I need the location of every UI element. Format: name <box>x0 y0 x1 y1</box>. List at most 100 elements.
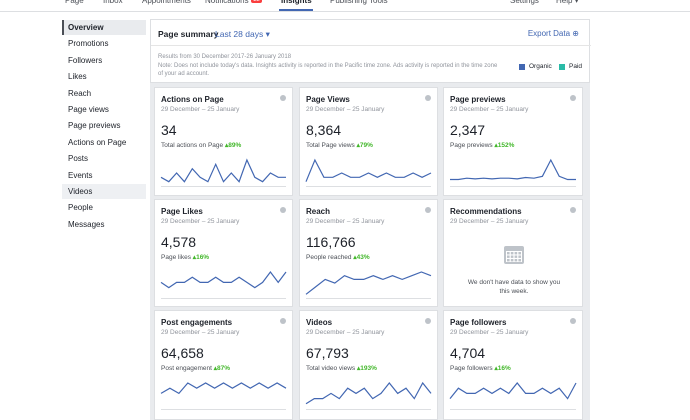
card-title[interactable]: Page previews <box>450 95 506 104</box>
sidebar-item[interactable]: People <box>68 203 93 213</box>
change-arrow: ▴ <box>191 254 197 261</box>
main-panel: Page summary Last 28 days ▾ Export Data … <box>150 19 591 420</box>
card-caption: Total Page views ▴79% <box>306 141 373 149</box>
info-icon[interactable] <box>570 318 576 324</box>
caption-text: Page followers <box>450 365 493 372</box>
sidebar-item[interactable]: Page previews <box>68 121 121 131</box>
card-title[interactable]: Recommendations <box>450 207 522 216</box>
card-title[interactable]: Page Views <box>306 95 350 104</box>
card-dates: 29 December – 25 January <box>161 218 240 225</box>
card-caption: People reached ▴43% <box>306 253 370 261</box>
nav-item[interactable]: Notifications <box>205 0 249 5</box>
sparkline-chart <box>305 158 432 187</box>
info-icon[interactable] <box>570 207 576 213</box>
card-title[interactable]: Actions on Page <box>161 95 224 104</box>
card-title[interactable]: Videos <box>306 318 333 327</box>
card-value: 34 <box>161 122 177 138</box>
range-selector[interactable]: Last 28 days ▾ <box>215 29 270 39</box>
legend-swatch <box>559 64 565 70</box>
nav-item[interactable]: Insights <box>281 0 312 5</box>
caption-text: Total video views <box>306 365 356 372</box>
nav-item[interactable]: Appointments <box>142 0 191 5</box>
calendar-cell <box>514 255 518 258</box>
card-title[interactable]: Page Likes <box>161 207 203 216</box>
card-value: 64,658 <box>161 345 204 361</box>
change-arrow: ▴ <box>492 365 498 372</box>
legend-label: Paid <box>569 63 583 70</box>
change-arrow: ▴ <box>354 142 360 149</box>
calendar-cell <box>510 255 514 258</box>
legend-swatch <box>519 64 525 70</box>
sparkline <box>305 158 432 182</box>
sidebar-item[interactable]: Messages <box>68 219 105 229</box>
calendar-cell <box>518 259 521 262</box>
sparkline-chart <box>160 382 287 410</box>
change-arrow: ▴ <box>223 142 229 149</box>
card-dates: 29 December – 25 January <box>450 106 529 113</box>
sparkline <box>160 158 286 183</box>
card-title[interactable]: Post engagements <box>161 318 233 327</box>
sidebar-item[interactable]: Overview <box>68 23 104 32</box>
range-label[interactable]: Last 28 days <box>215 29 264 39</box>
sparkline <box>160 270 287 289</box>
export-label[interactable]: Export Data <box>527 29 571 38</box>
card-dates: 29 December – 25 January <box>161 329 240 336</box>
info-icon[interactable] <box>570 95 576 101</box>
sidebar-item[interactable]: Promotions <box>68 39 109 49</box>
card-value: 67,793 <box>306 345 349 361</box>
info-icon[interactable] <box>425 207 431 213</box>
nav-item[interactable]: Publishing Tools <box>330 0 388 5</box>
sidebar-item[interactable]: Followers <box>68 55 103 65</box>
info-icon[interactable] <box>280 207 286 213</box>
nav-item[interactable]: Inbox <box>103 0 123 5</box>
caption-text: Page previews <box>450 142 493 149</box>
info-icon[interactable] <box>280 318 286 324</box>
change-value: 87% <box>217 365 231 372</box>
sparkline <box>305 381 432 405</box>
insight-card: Reach 29 December – 25 January 116,766 Peop… <box>299 199 438 307</box>
caption-text: Page likes <box>161 254 191 261</box>
card-dates: 29 December – 25 January <box>161 106 240 113</box>
insight-card: Page Likes 29 December – 25 January 4,578 P… <box>154 199 293 307</box>
notification-badge[interactable]: 12 <box>251 0 262 3</box>
active-tab-underline <box>279 9 313 11</box>
calendar-icon <box>504 246 524 264</box>
sparkline <box>450 158 576 181</box>
change-value: 152% <box>497 142 515 149</box>
change-arrow: ▴ <box>355 365 361 372</box>
sidebar-item[interactable]: Actions on Page <box>68 137 127 147</box>
caption-text: People reached <box>306 254 352 261</box>
insight-card: Recommendations 29 December – 25 January W… <box>443 199 583 307</box>
summary-title: Page summary <box>158 29 219 39</box>
card-caption: Post engagement ▴87% <box>161 364 230 372</box>
card-title[interactable]: Reach <box>306 207 331 216</box>
sparkline-chart <box>449 382 577 410</box>
nav-item[interactable]: Settings <box>510 0 539 5</box>
sidebar-item[interactable]: Likes <box>68 72 87 82</box>
change-value: 16% <box>497 365 511 372</box>
sidebar-item[interactable]: Page views <box>68 105 109 114</box>
sidebar-item[interactable]: Posts <box>68 154 89 164</box>
card-dates: 29 December – 25 January <box>306 218 385 225</box>
sparkline-chart <box>305 271 432 299</box>
info-icon[interactable] <box>280 95 286 101</box>
card-caption: Page likes ▴16% <box>161 253 209 261</box>
export-button[interactable]: Export Data ⊕ <box>527 29 579 38</box>
card-dates: 29 December – 25 January <box>306 329 385 336</box>
info-icon[interactable] <box>425 318 431 324</box>
card-caption: Total actions on Page ▴89% <box>161 141 241 149</box>
card-caption: Total video views ▴193% <box>306 364 377 372</box>
sidebar-item[interactable]: Events <box>68 170 93 180</box>
change-arrow: ▴ <box>211 365 218 372</box>
card-title[interactable]: Page followers <box>450 318 507 327</box>
nav-item[interactable]: Page <box>65 0 84 5</box>
calendar-cell <box>514 259 518 262</box>
insight-card: Videos 29 December – 25 January 67,793 Tota… <box>299 310 438 420</box>
info-icon[interactable] <box>425 95 431 101</box>
calendar-cell <box>518 255 521 258</box>
calendar-cell <box>510 259 514 262</box>
sidebar-item[interactable]: Videos <box>68 187 93 196</box>
nav-item[interactable]: Help ▾ <box>556 0 579 5</box>
sidebar-item[interactable]: Reach <box>68 88 92 98</box>
calendar-cell <box>507 255 510 258</box>
